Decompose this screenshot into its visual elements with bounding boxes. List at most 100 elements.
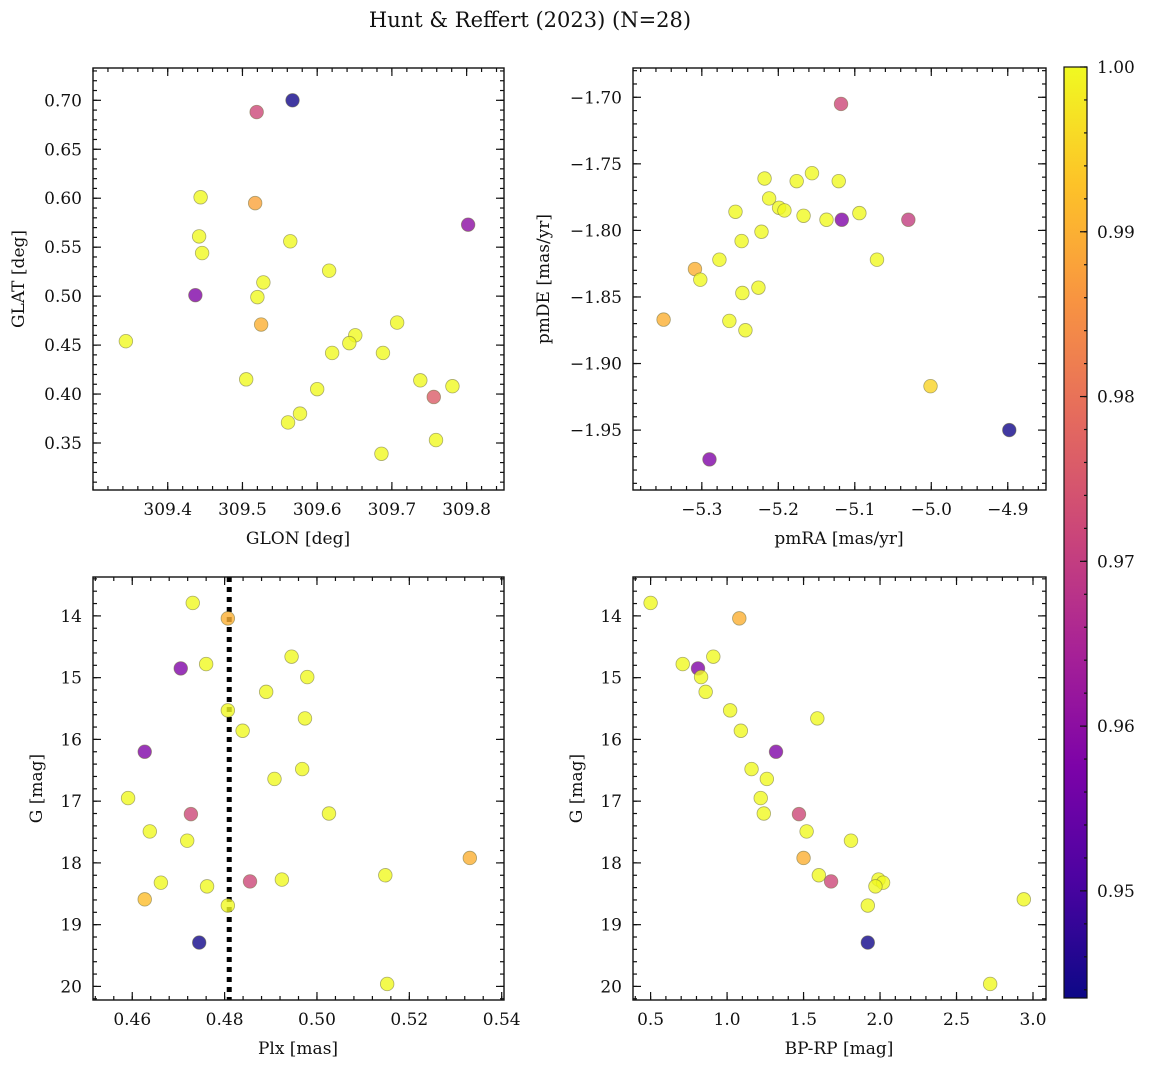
x-tick-label: 309.8 <box>442 500 491 520</box>
data-point <box>378 868 393 883</box>
colorbar-tick-label: 0.99 <box>1097 223 1135 243</box>
data-point <box>185 595 200 611</box>
data-point <box>796 208 811 223</box>
data-point <box>923 378 938 394</box>
panels: 309.4 309.5 309.6 309.7 309.8 0.35 0.40 0.45 0.5… <box>9 67 1047 1059</box>
data-point <box>751 280 766 295</box>
scatter-points <box>118 93 476 461</box>
x-tick-label: 0.46 <box>113 1010 151 1030</box>
x-axis-label: BP-RP [mag] <box>785 1039 894 1059</box>
data-point <box>191 229 207 244</box>
data-point <box>389 315 405 330</box>
data-point <box>292 406 308 421</box>
data-point <box>285 93 300 108</box>
data-point <box>297 711 313 726</box>
x-axis-label: pmRA [mas/yr] <box>774 529 903 549</box>
data-point <box>1016 892 1032 907</box>
data-point <box>656 312 671 327</box>
data-point <box>761 191 777 206</box>
data-point <box>744 761 759 777</box>
data-point <box>142 824 158 839</box>
data-point <box>860 898 875 913</box>
data-point <box>118 333 134 349</box>
x-tick-label: 2.5 <box>943 1010 970 1030</box>
data-point <box>220 898 236 913</box>
scatter-points <box>120 595 478 992</box>
data-point <box>238 372 254 387</box>
x-tick-label: −5.2 <box>758 500 799 520</box>
x-tick-label: −5.1 <box>834 500 875 520</box>
y-tick-label: 0.35 <box>44 434 82 454</box>
colorbar-tick-label: 0.97 <box>1097 552 1135 572</box>
x-tick-label: 309.6 <box>293 500 342 520</box>
data-point <box>868 879 883 894</box>
y-tick-label: 19 <box>600 916 622 936</box>
data-point <box>982 976 998 992</box>
panel-bprp-g: 0.5 1.0 1.5 2.0 2.5 3.0 14 15 16 17 18 19 20 BP-RP [m… <box>567 576 1047 1059</box>
data-point <box>300 669 315 685</box>
data-point <box>220 703 236 718</box>
data-point <box>342 335 357 351</box>
data-point <box>698 684 713 700</box>
data-point <box>280 415 296 430</box>
x-tick-label: 0.52 <box>390 1010 428 1030</box>
data-point <box>757 171 772 186</box>
data-point <box>754 224 769 239</box>
data-point <box>137 744 152 759</box>
data-point <box>834 212 849 227</box>
minor-ticks <box>92 68 504 490</box>
y-tick-label: −1.85 <box>570 288 622 308</box>
axes-frame <box>632 67 1047 491</box>
y-tick-label: 20 <box>60 977 82 997</box>
data-point <box>180 833 195 848</box>
data-point <box>460 217 476 232</box>
data-point <box>789 173 804 189</box>
x-axis-label: GLON [deg] <box>246 529 350 549</box>
data-point <box>643 595 658 611</box>
y-tick-label: 17 <box>600 792 622 812</box>
x-tick-label: 1.0 <box>714 1010 741 1030</box>
data-point <box>768 744 784 759</box>
data-point <box>804 165 820 181</box>
data-point <box>722 703 738 718</box>
y-axis-label: pmDE [mas/yr] <box>534 214 554 344</box>
data-point <box>843 833 859 848</box>
y-tick-label: 0.40 <box>44 385 82 405</box>
data-point <box>799 824 814 839</box>
data-point <box>852 205 867 221</box>
data-point <box>258 684 274 700</box>
y-tick-label: 0.60 <box>44 189 82 209</box>
data-point <box>860 935 875 950</box>
y-axis-label: GLAT [deg] <box>9 230 29 328</box>
data-point <box>706 649 721 664</box>
colorbar: 0.95 0.96 0.97 0.98 0.99 1.00 <box>1063 58 1135 999</box>
data-point <box>831 173 846 189</box>
x-tick-label: 0.5 <box>637 1010 664 1030</box>
colorbar-tick-label: 0.96 <box>1097 717 1135 737</box>
data-point <box>137 892 152 907</box>
axes-frame <box>632 576 1047 1001</box>
data-point <box>753 790 768 806</box>
y-tick-label: 19 <box>60 916 82 936</box>
data-point <box>869 252 885 267</box>
data-point <box>732 611 747 626</box>
data-point <box>819 212 834 227</box>
data-point <box>791 806 807 822</box>
data-point <box>183 806 199 822</box>
colorbar-tick-label: 1.00 <box>1097 58 1135 78</box>
y-axis-label: G [mag] <box>27 754 47 823</box>
data-point <box>256 275 271 290</box>
minor-ticks <box>93 577 504 1000</box>
data-point <box>247 195 263 211</box>
x-tick-label: 2.0 <box>867 1010 894 1030</box>
data-point <box>462 850 478 866</box>
data-point <box>379 976 395 992</box>
data-point <box>321 263 337 278</box>
x-tick-label: 0.50 <box>298 1010 336 1030</box>
x-axis-label: Plx [mas] <box>258 1039 338 1059</box>
data-point <box>199 879 215 894</box>
y-tick-label: 0.65 <box>44 140 82 160</box>
data-point <box>810 711 825 726</box>
x-tick-label: 0.48 <box>206 1010 244 1030</box>
